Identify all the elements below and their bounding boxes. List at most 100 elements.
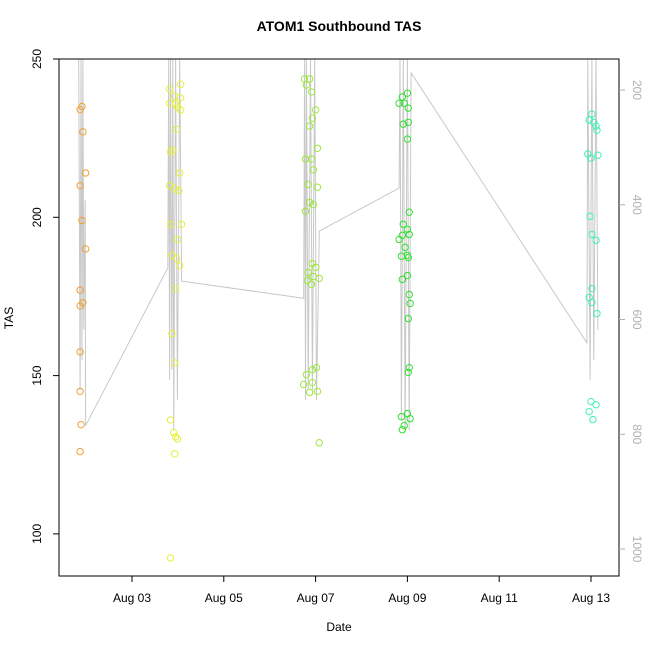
point <box>165 85 174 93</box>
point <box>395 99 403 108</box>
point <box>405 363 413 372</box>
y2-tick-label: 1000 <box>630 536 644 563</box>
point <box>397 413 406 421</box>
x-tick-label: Aug 11 <box>481 591 518 605</box>
point <box>395 235 403 244</box>
y2-tick-label: 200 <box>630 80 644 100</box>
y2-tick-label: 800 <box>630 424 644 444</box>
point <box>404 253 413 262</box>
point <box>176 80 185 89</box>
point <box>403 225 412 234</box>
point <box>397 252 406 260</box>
point <box>170 450 179 458</box>
point <box>76 387 84 396</box>
point <box>304 268 312 277</box>
point <box>404 314 413 323</box>
point <box>590 118 598 127</box>
x-tick-label: Aug 03 <box>113 591 151 605</box>
point <box>406 414 414 423</box>
point <box>299 380 308 389</box>
point <box>79 299 87 307</box>
point <box>592 236 600 245</box>
point <box>304 180 312 189</box>
point <box>78 216 86 225</box>
point <box>309 200 317 209</box>
point <box>166 148 175 156</box>
point <box>76 105 84 114</box>
point <box>171 284 180 293</box>
point <box>399 120 407 128</box>
point <box>589 415 597 424</box>
x-axis-label: Date <box>326 620 352 634</box>
point <box>405 230 413 239</box>
point <box>313 387 322 396</box>
point <box>176 106 185 114</box>
point <box>398 275 407 284</box>
point <box>175 186 183 195</box>
point <box>405 208 413 216</box>
point <box>404 104 413 112</box>
point <box>592 401 600 409</box>
point <box>588 298 596 307</box>
point <box>585 407 593 416</box>
y-tick-label: 250 <box>30 49 44 69</box>
point <box>76 348 84 356</box>
point <box>307 155 316 163</box>
y-axis-label: TAS <box>2 307 16 329</box>
chart-title: ATOM1 Southbound TAS <box>257 18 422 34</box>
point <box>315 274 323 283</box>
point <box>401 243 409 252</box>
point <box>301 155 310 163</box>
point <box>303 276 312 285</box>
point <box>311 106 320 114</box>
x-tick-label: Aug 13 <box>572 591 610 605</box>
point <box>586 212 594 221</box>
point <box>588 110 596 118</box>
point <box>170 185 179 193</box>
point <box>403 271 412 280</box>
plot-frame <box>58 58 620 577</box>
point <box>592 122 600 130</box>
x-tick-label: Aug 09 <box>388 591 426 605</box>
point <box>305 122 314 130</box>
point <box>593 309 601 318</box>
point <box>302 370 311 379</box>
point <box>406 299 414 308</box>
y-tick-label: 100 <box>30 524 44 544</box>
point <box>76 447 84 456</box>
point <box>588 284 596 293</box>
pressure-line <box>78 58 599 431</box>
point <box>404 368 413 377</box>
point <box>77 420 85 429</box>
point <box>313 183 322 191</box>
point <box>79 128 87 136</box>
point <box>312 363 321 372</box>
point <box>588 230 596 239</box>
point <box>76 181 84 190</box>
point <box>166 220 175 228</box>
point <box>172 125 181 133</box>
point <box>173 235 182 244</box>
point <box>169 146 177 154</box>
point <box>308 365 317 374</box>
point <box>308 378 317 387</box>
y-tick-label: 200 <box>30 207 44 227</box>
point <box>81 245 90 253</box>
point <box>176 261 184 270</box>
point <box>170 359 179 367</box>
point <box>308 114 317 122</box>
point <box>309 166 317 174</box>
point <box>166 416 175 424</box>
point <box>315 439 323 447</box>
point <box>404 118 413 127</box>
point <box>398 426 407 434</box>
point <box>168 329 176 338</box>
point <box>313 144 322 152</box>
point <box>307 280 316 289</box>
y2-tick-label: 400 <box>630 195 644 215</box>
point <box>176 169 184 177</box>
point <box>172 254 181 263</box>
point <box>585 116 593 124</box>
